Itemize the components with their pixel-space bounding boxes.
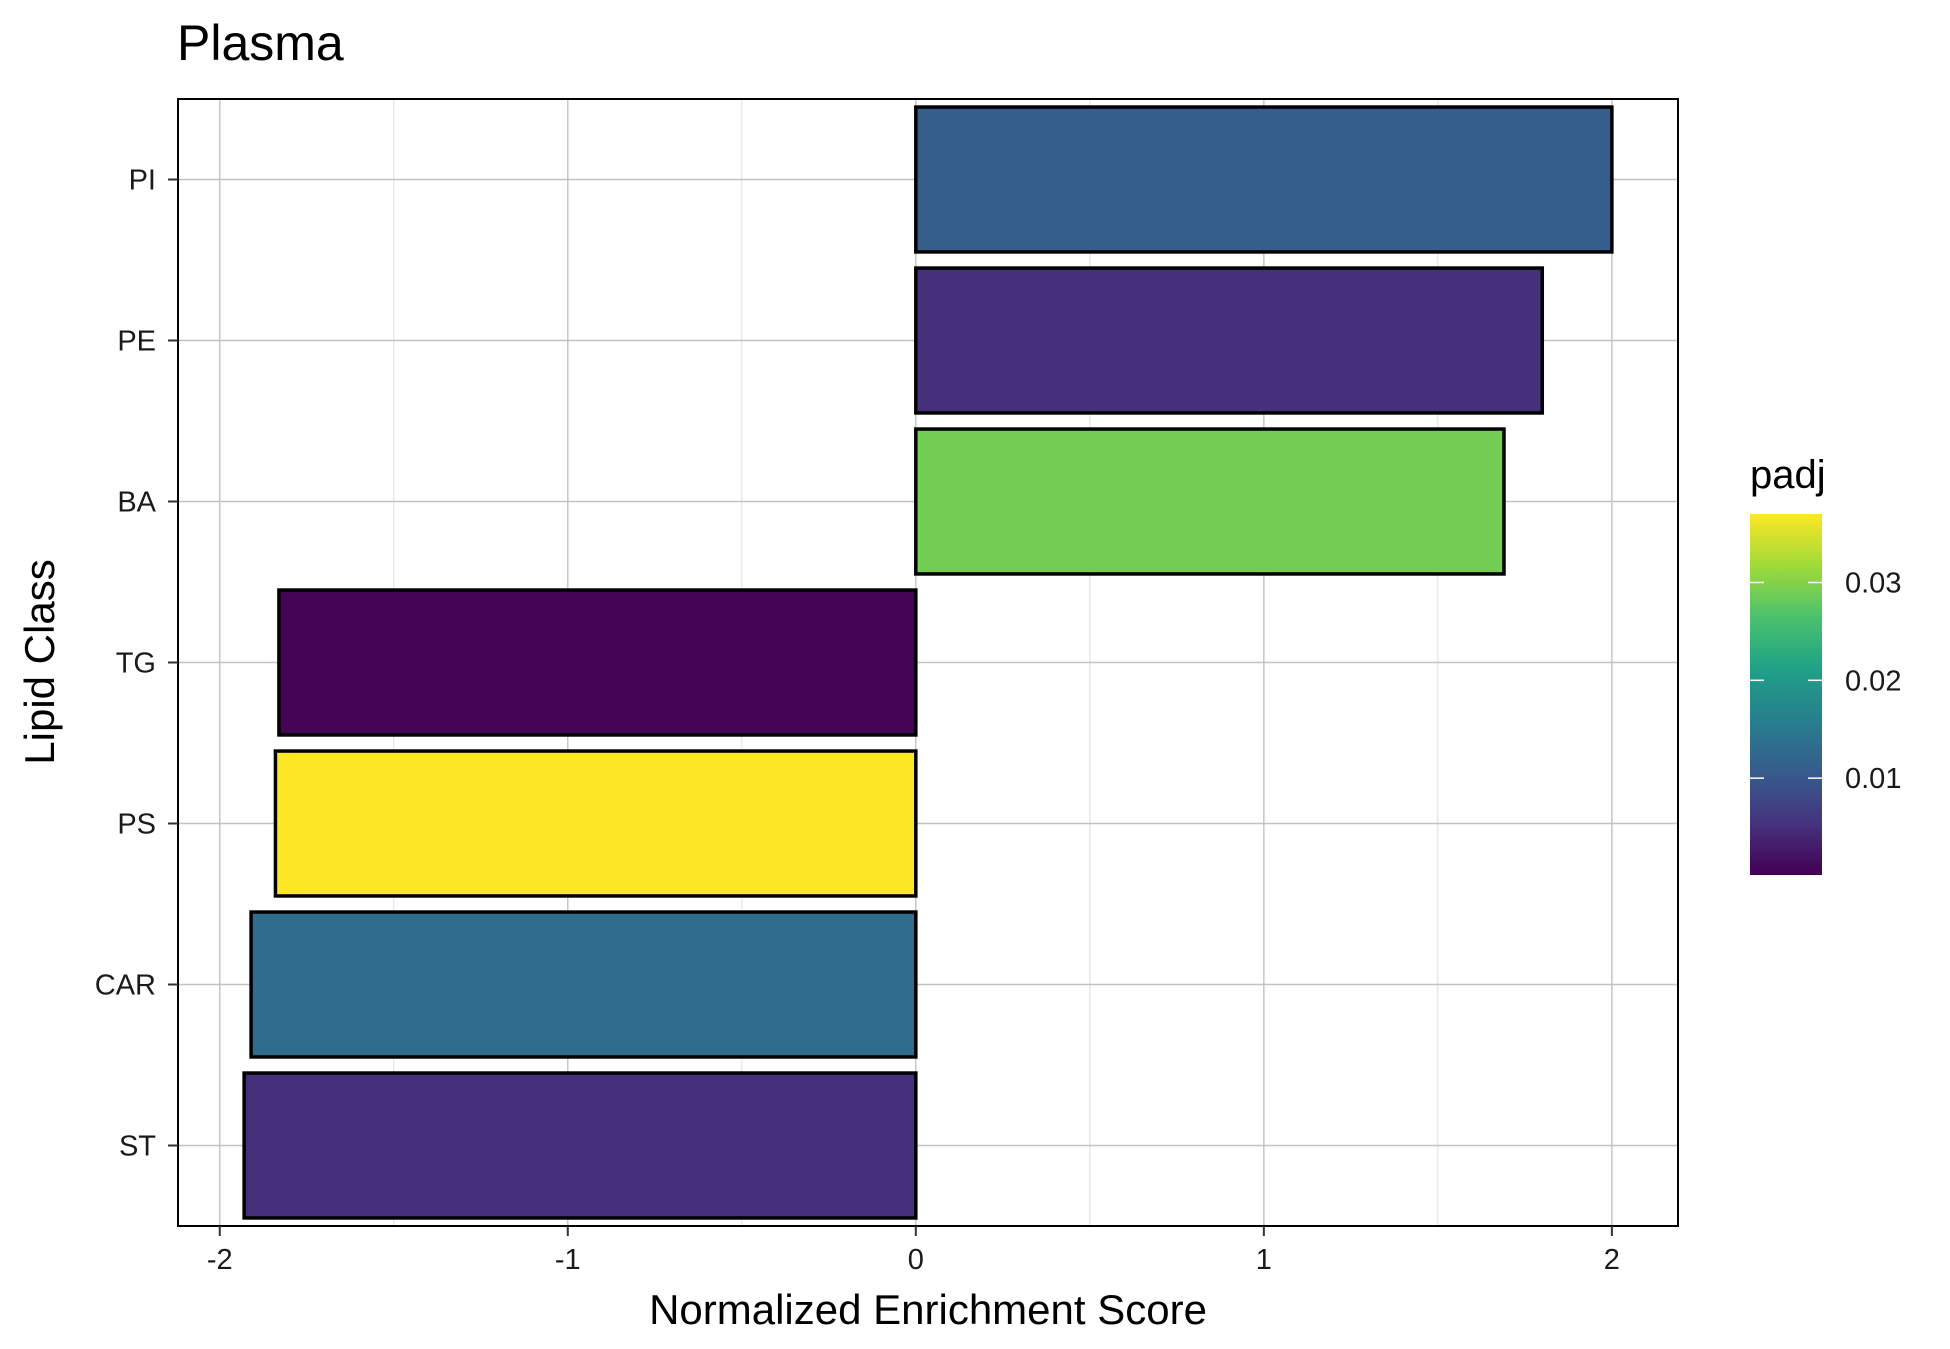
y-tick-label: CAR [95, 970, 156, 1002]
x-tick-label: 1 [1256, 1244, 1272, 1276]
bar-ps [273, 749, 918, 898]
y-tick-label: PS [117, 809, 156, 841]
legend-tick-label: 0.02 [1845, 665, 1901, 697]
x-tick-label: 2 [1604, 1244, 1620, 1276]
bar-car [249, 910, 918, 1059]
legend: padj 0.01 0.02 0.03 [1750, 453, 1901, 875]
y-tick-label: ST [119, 1131, 156, 1163]
legend-tick-label: 0.03 [1845, 567, 1901, 599]
chart-title: Plasma [177, 15, 344, 71]
y-tick-label: TG [116, 648, 156, 680]
legend-ticks: 0.01 0.02 0.03 [1750, 567, 1901, 795]
x-tick-label: -1 [555, 1244, 581, 1276]
bar-pi [914, 105, 1614, 254]
x-tick-label: 0 [908, 1244, 924, 1276]
bar-st [242, 1071, 918, 1220]
legend-colorbar [1750, 514, 1822, 875]
bar-ba [914, 427, 1506, 576]
x-tick-label: -2 [207, 1244, 233, 1276]
y-axis-title: Lipid Class [16, 559, 63, 764]
y-axis: PI PE BA TG PS CAR ST [95, 165, 178, 1163]
x-axis: -2 -1 0 1 2 [207, 1226, 1620, 1276]
legend-title: padj [1750, 453, 1826, 497]
y-tick-label: PE [117, 326, 156, 358]
bar-tg [277, 588, 918, 737]
legend-tick-label: 0.01 [1845, 763, 1901, 795]
x-axis-title: Normalized Enrichment Score [649, 1286, 1207, 1333]
y-tick-label: PI [129, 165, 156, 197]
y-tick-label: BA [117, 487, 156, 519]
bars [242, 105, 1614, 1220]
bar-pe [914, 266, 1545, 415]
